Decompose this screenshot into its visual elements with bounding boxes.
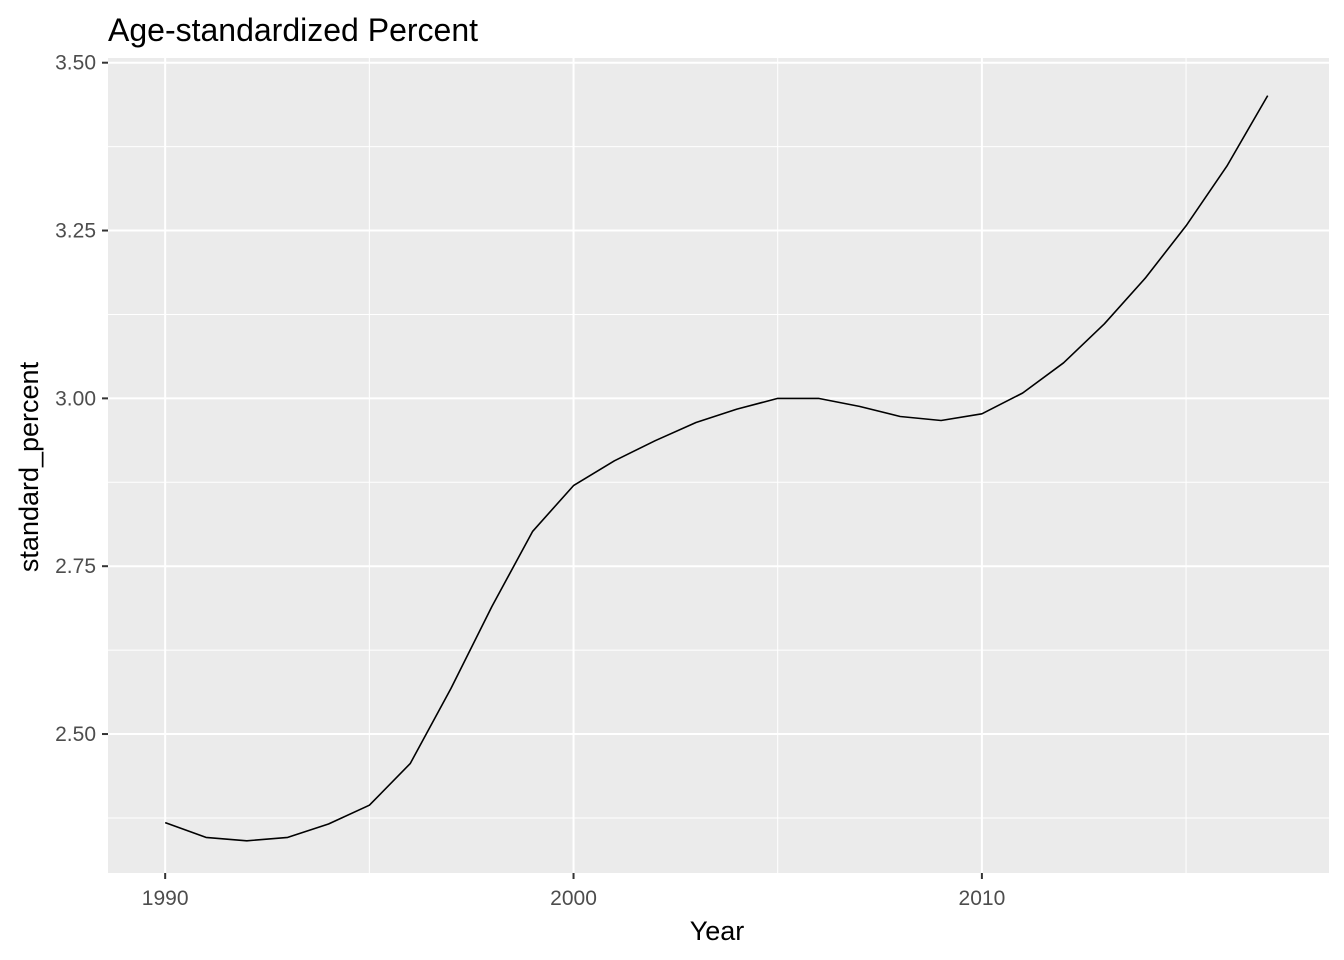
chart-title: Age-standardized Percent — [108, 12, 478, 48]
y-tick-label: 3.25 — [55, 220, 96, 243]
x-axis: 1990 2000 2010 — [142, 873, 1005, 910]
y-axis: 2.50 2.75 3.00 3.25 3.50 — [55, 52, 108, 746]
series-line — [164, 95, 1269, 842]
x-axis-title: Year — [690, 916, 745, 946]
x-tick-label: 2010 — [959, 887, 1006, 910]
y-tick-label: 2.50 — [55, 723, 96, 746]
y-tick-label: 3.00 — [55, 387, 96, 410]
y-tick-label: 3.50 — [55, 52, 96, 75]
plot-panel — [108, 58, 1329, 873]
y-tick-label: 2.75 — [55, 555, 96, 578]
x-tick-label: 2000 — [550, 887, 597, 910]
major-gridlines — [108, 58, 1329, 873]
y-axis-title: standard_percent — [14, 361, 44, 572]
minor-gridlines — [108, 58, 1329, 873]
x-tick-label: 1990 — [142, 887, 189, 910]
